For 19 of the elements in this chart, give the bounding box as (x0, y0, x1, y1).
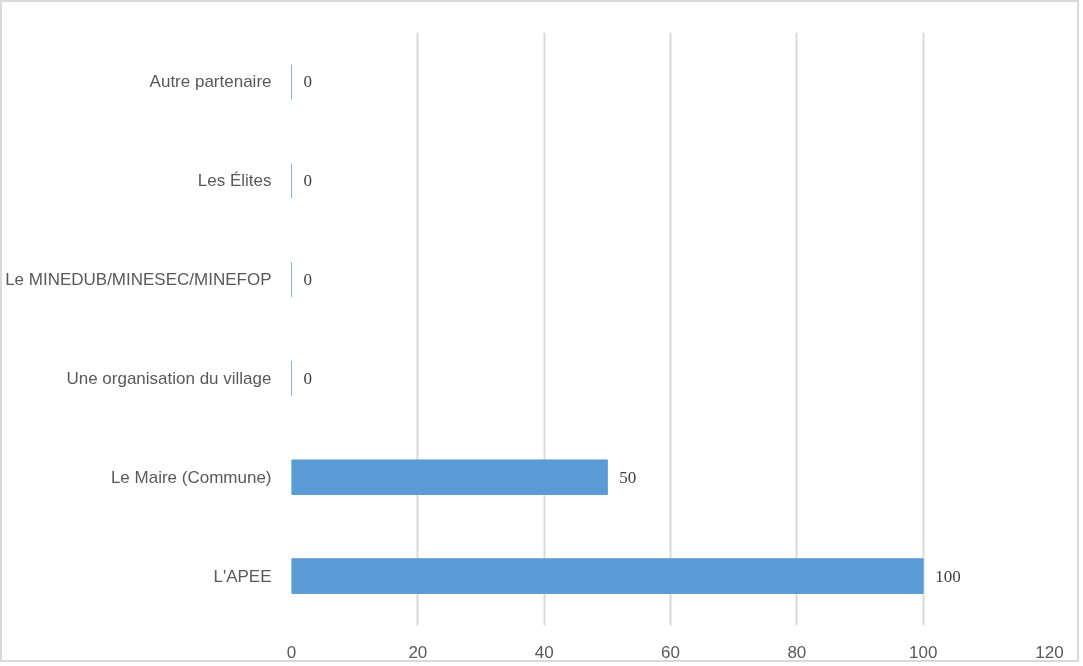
x-tick-label: 80 (787, 642, 807, 662)
y-tick-label: Le Maire (Commune) (110, 467, 272, 487)
data-label: 0 (303, 270, 312, 290)
data-label: 100 (935, 566, 961, 586)
y-tick-label: Le MINEDUB/MINESEC/MINEFOP (5, 270, 272, 290)
x-tick-label: 120 (1035, 642, 1064, 662)
x-tick-label: 20 (408, 642, 428, 662)
x-tick-label: 60 (661, 642, 680, 662)
x-tick-label: 40 (534, 642, 554, 662)
data-label: 50 (619, 467, 637, 487)
data-label: 0 (303, 171, 312, 191)
y-tick-label: L'APEE (213, 566, 272, 586)
y-tick-label: Autre partenaire (149, 72, 272, 92)
x-tick-label: 0 (286, 642, 297, 662)
x-tick-label: 100 (908, 642, 938, 662)
data-label: 0 (303, 72, 312, 92)
y-tick-label: Les Élites (197, 171, 272, 191)
data-label: 0 (303, 368, 312, 388)
y-tick-label: Une organisation du village (66, 368, 272, 388)
